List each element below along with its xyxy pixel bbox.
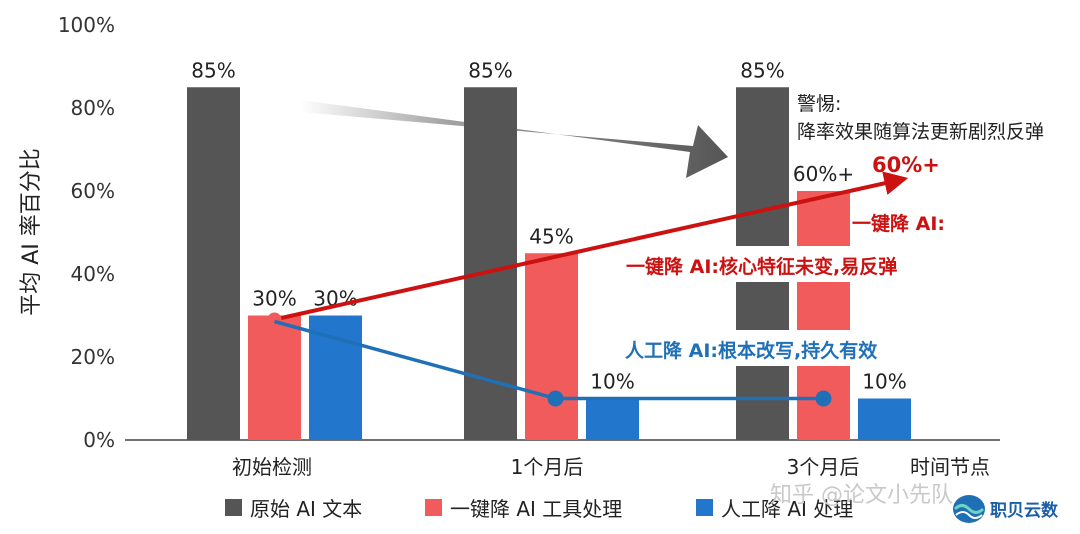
legend-swatch [425,499,442,516]
watermark: 知乎 @论文小先队 [770,483,953,508]
trend-lines [267,171,909,407]
legend-label: 原始 AI 文本 [250,497,362,521]
y-axis-ticks: 0% 20% 40% 60% 80% 100% [58,13,115,452]
y-tick-label: 100% [58,13,115,37]
category-label: 3个月后 [787,455,860,479]
data-label: 45% [529,224,573,248]
bar [525,253,578,440]
legend: 原始 AI 文本 一键降 AI 工具处理 人工降 AI 处理 [225,497,853,521]
annotation-backdrop [732,246,852,282]
data-label: 85% [191,58,235,82]
bar [586,398,639,440]
brand-logo: 职贝云数 [953,495,1059,523]
data-label: 10% [590,370,634,394]
legend-swatch [696,499,713,516]
y-tick-label: 80% [71,96,115,120]
y-tick-label: 60% [71,179,115,203]
annotation-blue-text: 人工降 AI:根本改写,持久有效 [625,339,877,362]
annotation-red-text: 一键降 AI:核心特征未变,易反弹 [626,255,897,278]
gray-trend-arrow [300,100,728,178]
brand-name: 职贝云数 [990,500,1059,521]
data-label: 10% [862,370,906,394]
y-tick-label: 0% [83,428,115,452]
data-label: 30% [252,287,296,311]
category-label: 初始检测 [232,455,312,479]
category-labels: 初始检测 1个月后 3个月后 [232,455,859,479]
blue-trend-point [815,390,832,407]
data-label: 85% [740,58,784,82]
category-label: 1个月后 [511,455,584,479]
y-tick-label: 20% [71,345,115,369]
annotation-red-title: 一键降 AI: [852,212,945,235]
red-trend-line [274,171,909,322]
annotation-warning-text: 降率效果随算法更新剧烈反弹 [797,121,1044,143]
bar [858,398,911,440]
legend-swatch [225,499,242,516]
data-label: 85% [468,58,512,82]
x-axis-label: 时间节点 [910,455,990,479]
bar [309,315,362,440]
bar [187,87,240,440]
annotation-red-peak: 60%+ [872,153,940,177]
data-label: 60%+ [793,162,854,186]
annotation-backdrop [732,330,852,366]
legend-label: 人工降 AI 处理 [721,497,853,521]
blue-trend-point [547,390,564,407]
legend-label: 一键降 AI 工具处理 [450,497,622,521]
y-axis-label: 平均 AI 率百分比 [19,148,44,316]
y-tick-label: 40% [71,262,115,286]
bars [187,87,911,440]
value-labels: 85%30% 30%85%45%10%85%60%+10% [191,58,906,393]
annotation-warning-title: 警惕: [797,93,841,115]
bar [248,315,301,440]
wave-logo-icon [953,495,985,523]
